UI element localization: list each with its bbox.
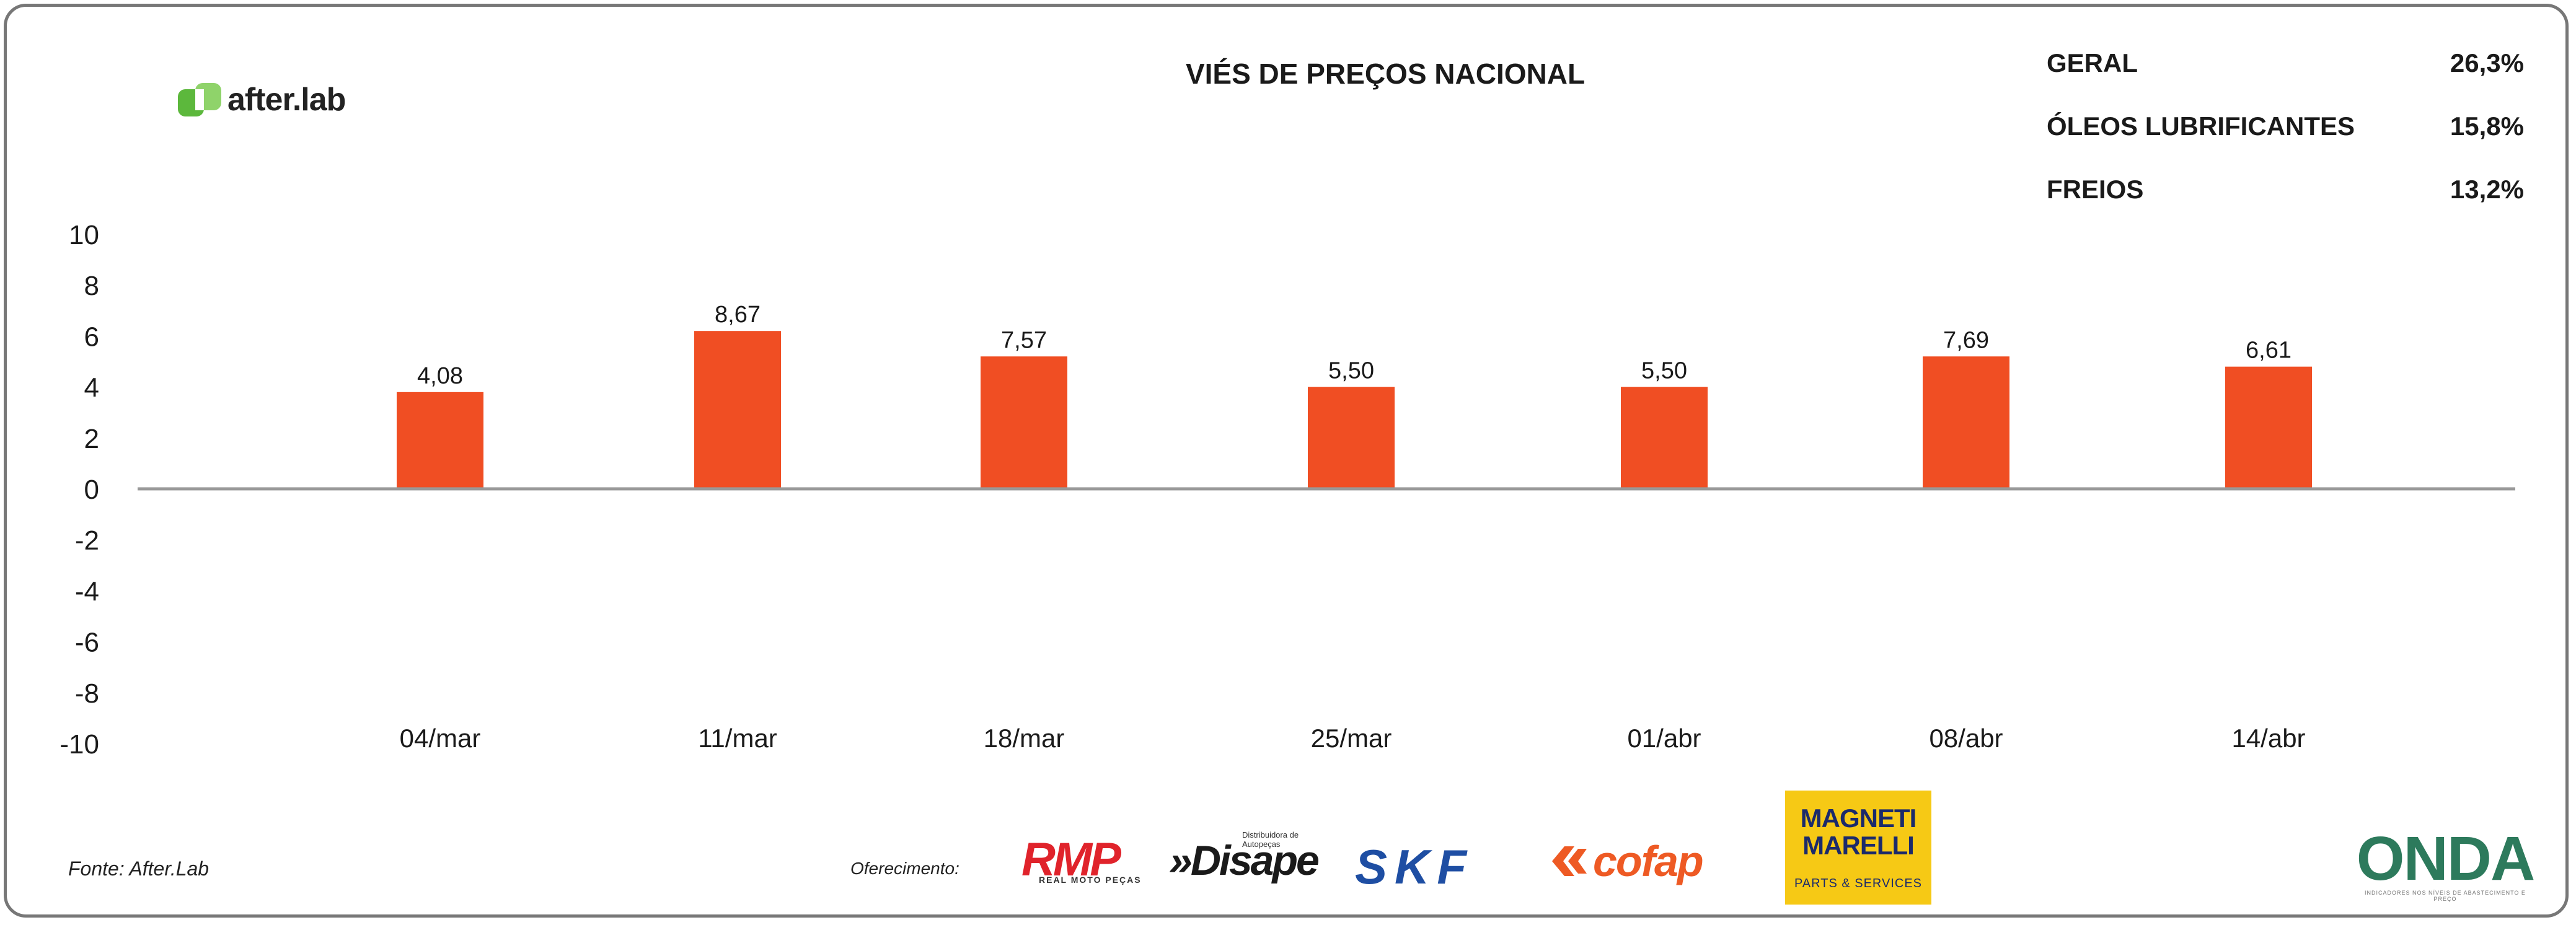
magneti-logo-line1: MAGNETI xyxy=(1800,803,1917,833)
y-tick-label: -10 xyxy=(60,729,99,760)
afterlab-logo: after.lab xyxy=(177,81,346,119)
onda-logo: ONDA INDICADORES NOS NÍVEIS DE ABASTECIM… xyxy=(2355,828,2535,902)
x-tick-label: 11/mar xyxy=(698,724,777,753)
data-label: 5,50 xyxy=(1328,358,1374,384)
sponsor-label: Oferecimento: xyxy=(850,859,959,878)
bar xyxy=(1308,387,1395,489)
bar xyxy=(694,331,781,489)
x-tick-label: 14/abr xyxy=(2231,724,2305,753)
bar xyxy=(1621,387,1708,489)
stat-label: FREIOS xyxy=(2047,175,2144,204)
y-tick-label: 8 xyxy=(84,271,99,301)
bar xyxy=(2225,366,2312,489)
x-tick-label: 25/mar xyxy=(1311,724,1392,753)
bar xyxy=(981,356,1067,489)
magneti-marelli-logo: MAGNETI MARELLI PARTS & SERVICES xyxy=(1785,791,1931,905)
stat-row: GERAL 26,3% xyxy=(2047,48,2524,112)
rmp-logo-name: RMP xyxy=(1021,833,1121,886)
cofap-logo-name: cofap xyxy=(1593,837,1704,885)
disape-logo: Distribuidora de Autopeças »Disape xyxy=(1169,830,1336,886)
y-tick-label: 6 xyxy=(84,322,99,352)
y-tick-label: 4 xyxy=(84,373,99,403)
skf-logo: SKF xyxy=(1355,840,1474,894)
x-tick-label: 08/abr xyxy=(1929,724,2003,753)
stat-value: 26,3% xyxy=(2450,48,2524,77)
cofap-mark-icon xyxy=(1552,846,1587,876)
y-tick-label: -6 xyxy=(75,628,99,658)
stat-row: FREIOS 13,2% xyxy=(2047,175,2524,238)
disape-logo-tagline: Distribuidora de Autopeças xyxy=(1242,830,1299,849)
y-tick-label: -8 xyxy=(75,678,99,709)
bar xyxy=(1923,356,2009,489)
stat-value: 13,2% xyxy=(2450,175,2524,204)
y-tick-label: 10 xyxy=(69,220,99,250)
magneti-logo-line3: PARTS & SERVICES xyxy=(1794,876,1923,890)
cofap-logo: cofap xyxy=(1550,836,1760,886)
y-tick-label: -2 xyxy=(75,525,99,556)
card-frame xyxy=(4,4,2569,918)
x-tick-label: 18/mar xyxy=(984,724,1065,753)
data-label: 8,67 xyxy=(715,302,761,328)
rmp-logo-tagline: REAL MOTO PEÇAS xyxy=(1039,875,1142,885)
stat-label: ÓLEOS LUBRIFICANTES xyxy=(2047,112,2355,141)
magneti-logo-line2: MARELLI xyxy=(1802,830,1915,860)
data-label: 7,69 xyxy=(1943,327,1989,353)
onda-logo-name: ONDA xyxy=(2356,824,2535,893)
x-tick-label: 04/mar xyxy=(400,724,481,753)
stat-row: ÓLEOS LUBRIFICANTES 15,8% xyxy=(2047,112,2524,175)
brand-name: after.lab xyxy=(227,82,346,118)
y-tick-label: -4 xyxy=(75,576,99,607)
x-tick-label: 01/abr xyxy=(1627,724,1701,753)
stats-panel: GERAL 26,3% ÓLEOS LUBRIFICANTES 15,8% FR… xyxy=(2047,48,2524,238)
rmp-logo: RMP REAL MOTO PEÇAS xyxy=(1021,833,1145,886)
afterlab-mark-icon xyxy=(178,83,221,116)
stat-label: GERAL xyxy=(2047,48,2138,77)
data-label: 4,08 xyxy=(417,363,463,389)
chart-title: VIÉS DE PREÇOS NACIONAL xyxy=(1185,58,1586,90)
stat-value: 15,8% xyxy=(2450,112,2524,141)
source-note: Fonte: After.Lab xyxy=(68,857,210,880)
y-tick-label: 0 xyxy=(84,475,99,505)
y-tick-label: 2 xyxy=(84,424,99,454)
data-label: 7,57 xyxy=(1001,327,1047,353)
onda-logo-tagline: INDICADORES NOS NÍVEIS DE ABASTECIMENTO … xyxy=(2365,890,2526,902)
disape-logo-name: »Disape xyxy=(1169,837,1320,884)
data-label: 6,61 xyxy=(2246,338,2291,364)
bar xyxy=(397,392,483,489)
data-label: 5,50 xyxy=(1641,358,1687,384)
